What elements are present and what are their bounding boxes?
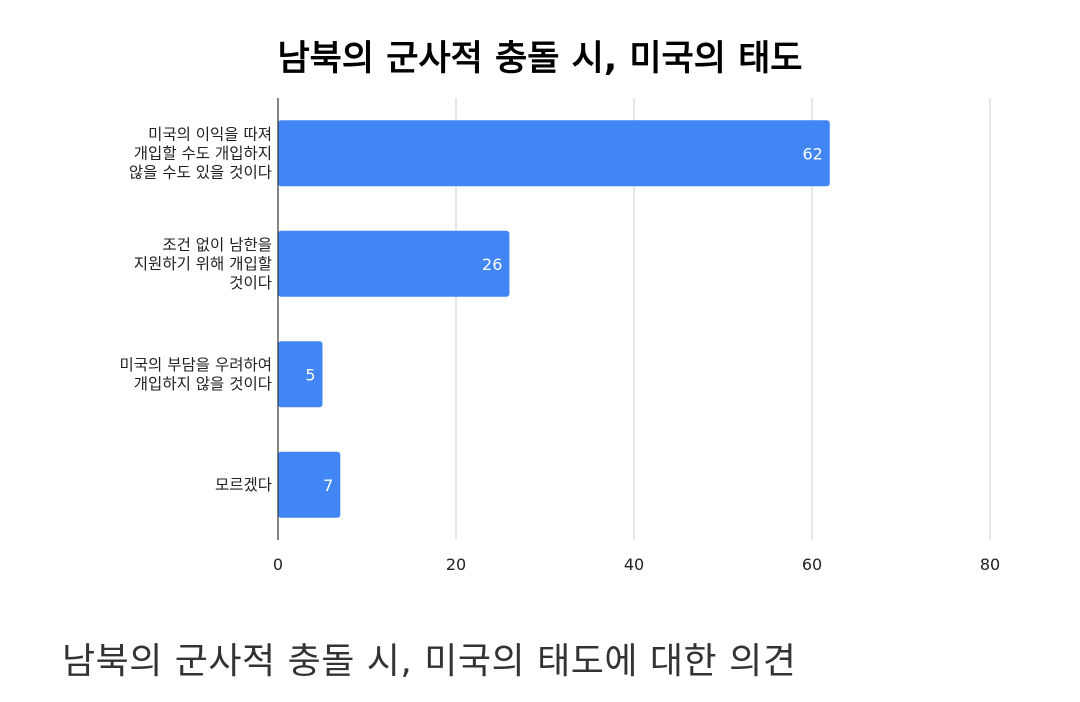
data-label: 26 [482,255,502,274]
category-label-line: 것이다 [229,274,272,292]
chart-title: 남북의 군사적 충돌 시, 미국의 태도 [277,39,802,79]
bar-chart: 남북의 군사적 충돌 시, 미국의 태도 0 20 40 60 80 62 미국의 이익을 … [120,39,1001,574]
bar [278,451,341,518]
figure-caption: 남북의 군사적 충돌 시, 미국의 태도에 대한 의견 [62,641,797,682]
x-tick-label: 0 [273,555,283,574]
x-tick-label: 40 [624,555,644,574]
category-label: 모르겠다 [215,476,272,494]
x-tick-label: 20 [446,555,466,574]
category-label-line: 않을 수도 있을 것이다 [129,163,272,181]
data-label: 62 [802,144,822,163]
category-label-line: 지원하기 위해 개입할 [134,255,272,273]
category-label-line: 미국의 이익을 따져 [148,125,272,143]
category-label: 미국의 이익을 따져 개입할 수도 개입하지 않을 수도 있을 것이다 [129,125,272,181]
bar [278,120,830,187]
category-label: 조건 없이 남한을 지원하기 위해 개입할 것이다 [134,236,272,292]
category-label: 미국의 부담을 우려하여 개입하지 않을 것이다 [120,356,272,393]
category-label-line: 개입하지 않을 것이다 [134,375,272,393]
category-label-line: 모르겠다 [215,476,272,494]
bar [278,341,323,408]
data-label: 5 [305,365,315,384]
x-tick-label: 80 [980,555,1000,574]
data-label: 7 [323,476,333,495]
category-label-line: 조건 없이 남한을 [162,236,272,254]
bar [278,230,510,297]
x-tick-label: 60 [802,555,822,574]
category-label-line: 개입할 수도 개입하지 [134,144,272,162]
category-label-line: 미국의 부담을 우려하여 [120,356,272,374]
